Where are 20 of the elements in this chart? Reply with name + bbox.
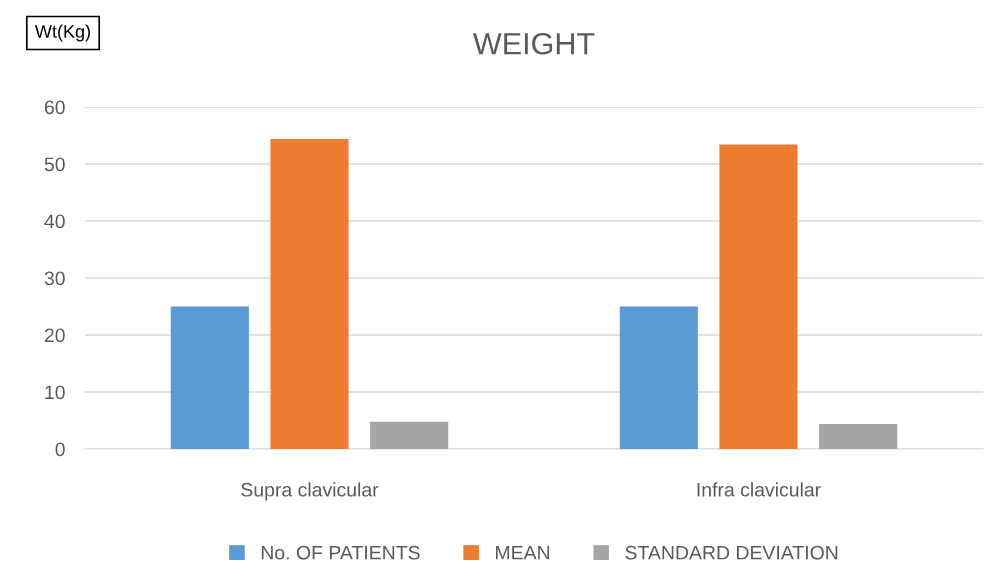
bar	[170, 306, 249, 449]
y-tick-label: 50	[44, 157, 65, 172]
legend-label: MEAN	[496, 545, 550, 560]
bar	[370, 421, 449, 449]
y-tick-label: 40	[44, 214, 65, 229]
legend-label: No. OF PATIENTS	[261, 545, 420, 560]
bar	[270, 138, 349, 449]
y-tick-label: 60	[44, 100, 65, 115]
bar	[819, 423, 898, 449]
y-tick-label: 20	[44, 328, 65, 343]
legend-label: STANDARD DEVIATION	[625, 545, 838, 560]
bar	[619, 306, 698, 449]
chart-title: WEIGHT	[473, 32, 595, 55]
y-axis-title: Wt(Kg)	[35, 24, 90, 42]
y-tick-label: 30	[44, 271, 65, 286]
y-tick-label: 0	[55, 442, 65, 457]
x-tick-label: Supra clavicular	[241, 482, 379, 501]
y-tick-label: 10	[45, 385, 65, 400]
x-tick-label: Infra clavicular	[697, 482, 821, 497]
bar	[719, 144, 798, 449]
